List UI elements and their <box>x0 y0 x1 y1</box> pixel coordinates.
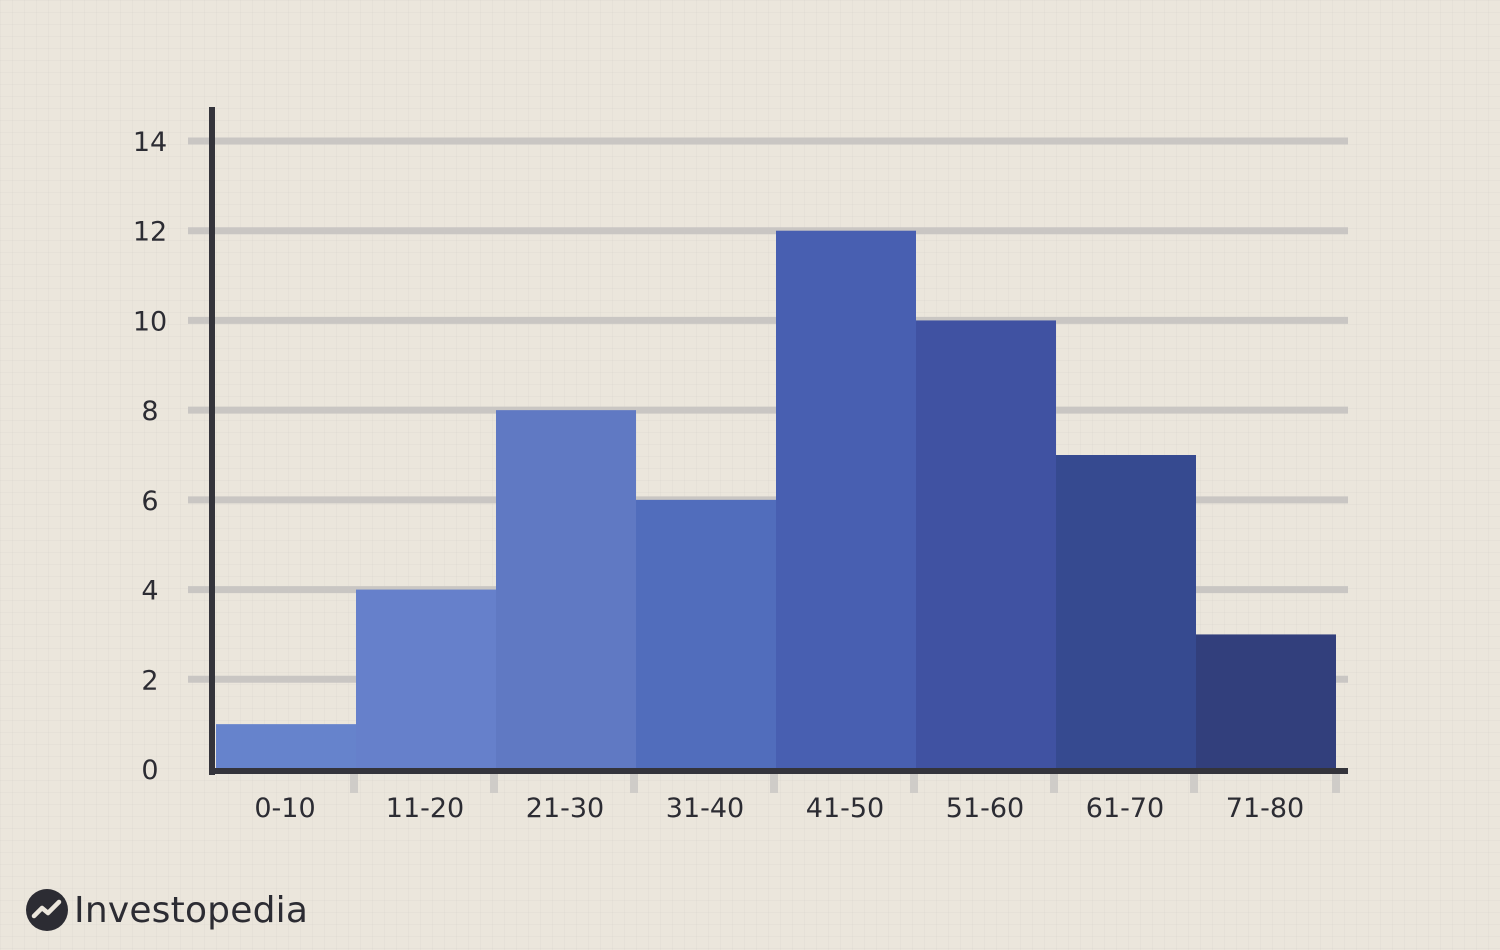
bars <box>216 230 1336 769</box>
y-tick-label: 10 <box>133 306 167 337</box>
x-tick-label: 71-80 <box>1226 793 1304 824</box>
x-tick-mark <box>1190 773 1198 793</box>
x-tick-mark <box>770 773 778 793</box>
y-tick-label: 6 <box>141 486 158 517</box>
x-tick-label: 51-60 <box>946 793 1024 824</box>
x-tick-label: 41-50 <box>806 793 884 824</box>
bar-0-10 <box>216 724 356 769</box>
x-ticks <box>350 773 1340 793</box>
y-tick-label: 4 <box>141 576 158 607</box>
x-tick-mark <box>490 773 498 793</box>
y-tick-label: 14 <box>133 127 167 158</box>
x-tick-label: 0-10 <box>254 793 315 824</box>
bar-61-70 <box>1056 455 1196 769</box>
investopedia-logo-icon <box>26 889 68 931</box>
y-tick-label: 12 <box>133 217 167 248</box>
bar-71-80 <box>1196 634 1336 769</box>
x-tick-mark <box>1050 773 1058 793</box>
y-tick-label: 8 <box>141 396 158 427</box>
x-tick-label: 61-70 <box>1086 793 1164 824</box>
x-tick-label: 21-30 <box>526 793 604 824</box>
x-tick-mark <box>910 773 918 793</box>
bar-21-30 <box>496 410 636 769</box>
x-tick-label: 11-20 <box>386 793 464 824</box>
bar-11-20 <box>356 589 496 769</box>
investopedia-logo: Investopedia <box>26 884 308 936</box>
bar-51-60 <box>916 320 1056 769</box>
x-tick-label: 31-40 <box>666 793 744 824</box>
axes <box>209 107 1348 775</box>
bar-31-40 <box>636 499 776 769</box>
y-tick-label: 2 <box>141 665 158 696</box>
x-tick-mark <box>630 773 638 793</box>
brand-name: Investopedia <box>74 889 309 931</box>
x-tick-mark <box>350 773 358 793</box>
x-tick-mark <box>1332 773 1340 793</box>
bar-41-50 <box>776 230 916 769</box>
tick-labels: 0 2 4 6 8 10 12 14 0-10 11-20 21-30 31-40 41-50 51-60… <box>133 127 1304 824</box>
y-tick-label: 0 <box>141 755 158 786</box>
